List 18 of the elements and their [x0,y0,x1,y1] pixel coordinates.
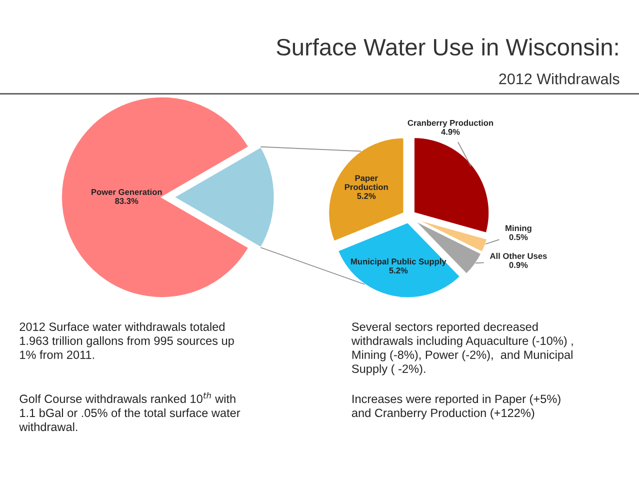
chart-title: Surface Water Use in Wisconsin: [276,38,618,56]
data-label: 0.9% [509,262,528,268]
slice-label: Cranberry Production [408,120,494,128]
data-label: 4.9% [441,128,460,135]
text: 2012 Surface water withdrawals totaled 1.963 trillion gallons from 995 sources up 1% from 2011. [20,322,234,359]
data-label: 0.5% [509,234,528,240]
slice-label: All Other Uses [490,252,547,259]
text: Several sectors reported decreased withdrawals including Aquaculture (-10%) , Mining (-8%), Power (-2%), and Municipal Supply ( -2%). [351,322,573,376]
slice-label: Power Generation [92,188,162,195]
data-label: 83.3% [115,198,138,204]
slice-label: Paper Production [344,175,388,190]
data-label: 5.2% [357,193,376,199]
chart-subtitle: 2012 Withdrawals [499,73,620,84]
text: Increases were reported in Paper (+5%) and Cranberry Production (+122%) [352,394,560,420]
text: Golf Course withdrawals ranked 10$^{th}$ with 1.1 bGal or .05% of the total surface water withdrawal. [19,392,240,432]
slice-label: Mining [506,224,532,233]
slice-label: Municipal Public Supply [351,258,446,266]
data-label: 5.2% [389,268,408,274]
